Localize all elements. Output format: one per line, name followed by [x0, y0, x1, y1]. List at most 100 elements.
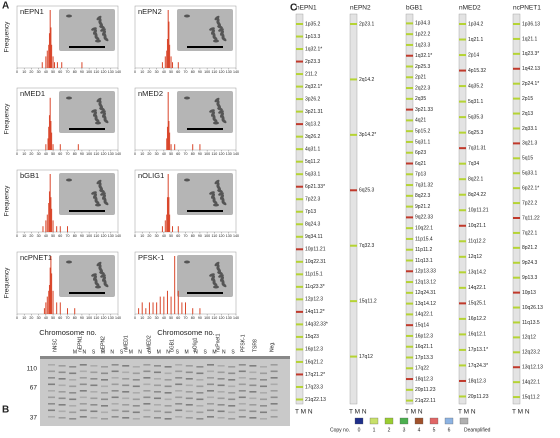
x-tick-label: 50: [51, 152, 55, 156]
band-mark: [513, 202, 520, 205]
gel-band: [270, 377, 278, 379]
gel-band: [90, 404, 98, 406]
gel-band: [58, 391, 66, 393]
band-label: 15q25.1: [468, 301, 486, 307]
x-tick-label: 20: [29, 234, 33, 238]
chromosome-spread: [100, 28, 106, 32]
bar: [47, 138, 49, 150]
bar: [172, 226, 174, 232]
gel-band: [238, 364, 246, 366]
bar: [42, 226, 44, 232]
bar: [51, 132, 53, 150]
band-label: 9q22.33: [415, 215, 433, 221]
chromosome-spread: [66, 96, 72, 100]
band-mark: [406, 302, 413, 305]
bar: [46, 214, 48, 232]
band-mark: [459, 240, 466, 243]
gel-band: [79, 416, 87, 418]
gel-band: [185, 391, 193, 393]
x-tick-label: 130: [108, 234, 114, 238]
band-mark: [296, 60, 303, 63]
band-mark: [459, 193, 466, 196]
band-label: 14q32.33*: [305, 322, 328, 328]
chromosome-spread: [218, 192, 224, 196]
gel-band: [228, 379, 236, 381]
gel-band: [58, 397, 66, 400]
chromosome-spread: [91, 273, 97, 277]
x-tick-label: 0: [16, 316, 18, 320]
x-tick-label: 60: [58, 316, 62, 320]
scale-bar: [69, 128, 105, 130]
x-tick-label: 70: [66, 152, 70, 156]
band-mark: [406, 33, 413, 36]
bar: [164, 220, 166, 232]
gel-band: [122, 397, 130, 400]
bar: [54, 62, 56, 68]
band-mark: [459, 85, 466, 88]
band-label: 6q25.3: [359, 188, 375, 194]
histogram-title: PFSK-1: [138, 253, 164, 262]
band-label: 7q11.22: [522, 215, 540, 221]
band-mark: [459, 271, 466, 274]
x-tick-label: 0: [16, 70, 18, 74]
legend-label: 5: [433, 427, 436, 433]
band-label: 5q31.1: [415, 139, 431, 145]
gel-band: [122, 410, 130, 413]
band-mark: [406, 291, 413, 294]
gel-band: [217, 391, 225, 393]
gel-band: [48, 416, 55, 418]
gel-band: [185, 384, 193, 387]
scale-bar: [69, 292, 105, 294]
band-label: 2p14: [468, 52, 479, 58]
band-mark: [513, 23, 520, 25]
band-mark: [459, 162, 466, 165]
gel-band: [90, 378, 98, 380]
bar: [59, 226, 61, 232]
gel-band: [69, 405, 77, 407]
band-mark: [296, 373, 303, 376]
band-label: 16q21.2: [305, 359, 323, 365]
bar: [166, 39, 168, 68]
x-tick-label: 10: [140, 234, 144, 238]
band-label: 1q32.1*: [305, 46, 322, 52]
chromosome-spread: [102, 276, 106, 282]
gel-band: [111, 396, 119, 399]
x-tick-label: 30: [37, 234, 41, 238]
x-tick-label: 20: [147, 70, 151, 74]
gel-band: [238, 396, 246, 399]
band-label: 5q31.1: [468, 99, 484, 105]
chromosome-spread: [209, 27, 215, 31]
band-mark: [406, 43, 413, 46]
band-label: 11q12.2: [468, 239, 486, 245]
x-tick-label: 120: [219, 70, 225, 74]
ideogram: [512, 13, 521, 405]
lane-label: hNSC: [52, 338, 58, 352]
gel-band: [122, 404, 130, 406]
bar: [169, 132, 171, 150]
bar: [166, 197, 168, 232]
band-label: 8q24.3: [305, 222, 321, 228]
sublane-label: N: [166, 349, 170, 355]
gel-band: [185, 365, 193, 367]
gel-band: [164, 411, 172, 414]
chromosome-spread: [209, 109, 215, 113]
x-tick-label: 100: [86, 316, 92, 320]
bar: [67, 226, 68, 232]
gel-band: [79, 409, 87, 412]
legend-title: Copy no.: [330, 427, 350, 433]
gel-band: [217, 404, 225, 406]
lane-label: Neg.: [269, 341, 275, 352]
chromosome-spread: [217, 107, 223, 111]
gel-band: [143, 370, 151, 373]
band-label: 3p21.31: [305, 109, 323, 115]
gel-band: [69, 372, 77, 375]
bar: [51, 208, 53, 232]
gel-band: [101, 418, 108, 420]
gel-band: [111, 364, 119, 366]
gel-band: [207, 409, 214, 412]
bar: [177, 62, 179, 68]
histogram-title: nOLIG1: [138, 171, 164, 180]
x-tick-label: 10: [22, 152, 26, 156]
gel-band: [270, 370, 278, 373]
gel-band: [228, 411, 236, 414]
